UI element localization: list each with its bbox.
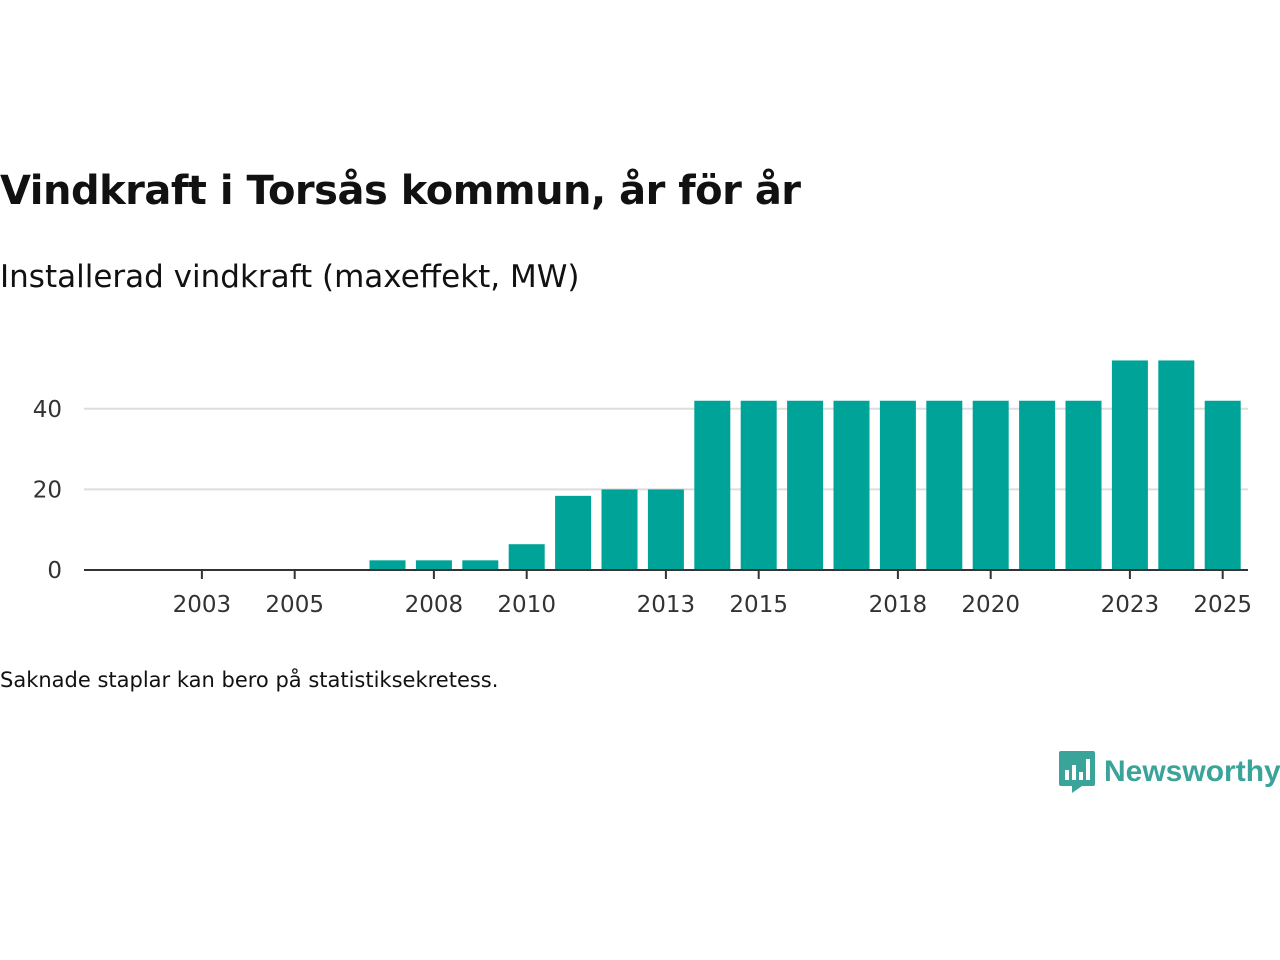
x-tick-label: 2010 (497, 592, 556, 618)
bars (369, 360, 1241, 570)
x-tick-label: 2023 (1101, 592, 1160, 618)
newsworthy-logo-icon (1059, 751, 1095, 793)
bar-2014 (694, 400, 731, 570)
x-tick-labels: 2003 2005 2008 2010 2013 2015 2018 2020 2023 2025 (173, 592, 1252, 618)
x-tick-label: 2008 (405, 592, 464, 618)
y-tick-label: 40 (33, 397, 62, 423)
bar-2008 (415, 560, 452, 570)
bar-2024 (1158, 360, 1195, 570)
bar-2015 (740, 400, 777, 570)
bar-2016 (787, 400, 824, 570)
chart-subtitle: Installerad vindkraft (maxeffekt, MW) (0, 259, 580, 295)
x-tick-label: 2005 (265, 592, 324, 618)
x-tick-label: 2020 (961, 592, 1020, 618)
y-tick-label: 20 (33, 477, 62, 503)
brand-logo: Newsworthy (1058, 750, 1280, 794)
brand-name: Newsworthy (1104, 755, 1280, 788)
bar-2007 (369, 560, 406, 570)
x-tick-label: 2013 (637, 592, 696, 618)
bar-2021 (1019, 400, 1056, 570)
bar-2022 (1065, 400, 1102, 570)
axes (84, 569, 1248, 579)
bar-2012 (601, 489, 638, 570)
bar-2017 (833, 400, 870, 570)
y-tick-label: 0 (47, 558, 62, 584)
bar-2020 (972, 400, 1009, 570)
x-tick-label: 2025 (1193, 592, 1252, 618)
bar-2010 (508, 544, 545, 570)
x-tick-label: 2015 (729, 592, 788, 618)
y-tick-labels: 0 20 40 (33, 397, 62, 584)
x-tick-label: 2003 (173, 592, 232, 618)
footnote: Saknade staplar kan bero på statistiksek… (0, 668, 499, 692)
bar-2013 (647, 489, 684, 570)
bar-2011 (555, 495, 592, 570)
bar-2018 (879, 400, 916, 570)
bar-2023 (1111, 360, 1148, 570)
bar-2009 (462, 560, 499, 570)
x-tick-label: 2018 (869, 592, 928, 618)
bar-2019 (926, 400, 963, 570)
bar-2025 (1204, 400, 1241, 570)
chart-title: Vindkraft i Torsås kommun, år för år (0, 168, 801, 214)
